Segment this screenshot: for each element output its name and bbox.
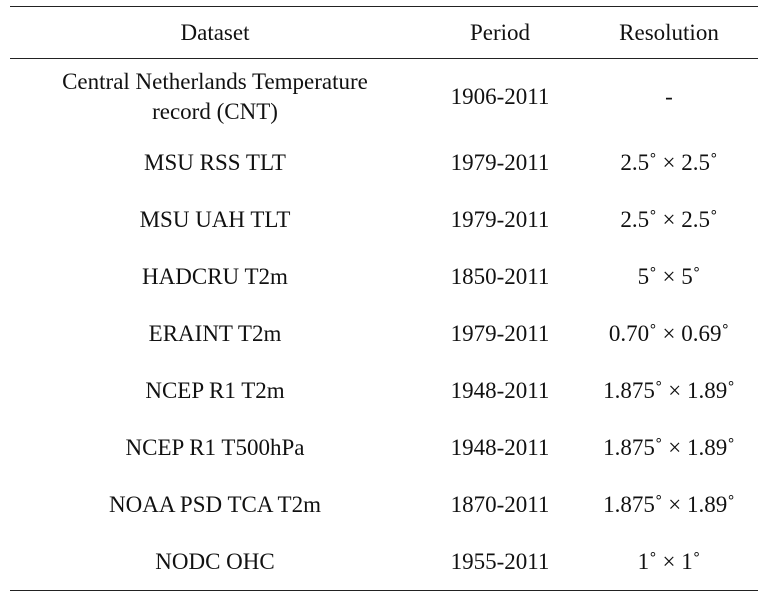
cell-period: 1955-2011 xyxy=(450,548,550,574)
table-row: NODC OHC 1955-2011 1˚ × 1˚ xyxy=(10,534,758,591)
cell-resolution: 1.875˚ × 1.89˚ xyxy=(603,435,735,460)
dataset-table: Dataset Period Resolution Central Nether… xyxy=(10,6,758,591)
table-row: NCEP R1 T2m 1948-2011 1.875˚ × 1.89˚ xyxy=(10,363,758,420)
cell-dataset-line2: record (CNT) xyxy=(152,98,278,124)
cell-period: 1870-2011 xyxy=(450,492,550,517)
cell-resolution: 2.5˚ × 2.5˚ xyxy=(620,150,718,175)
cell-resolution: 2.5˚ × 2.5˚ xyxy=(620,207,718,232)
table-row: NOAA PSD TCA T2m 1870-2011 1.875˚ × 1.89… xyxy=(10,477,758,534)
table-row: NCEP R1 T500hPa 1948-2011 1.875˚ × 1.89˚ xyxy=(10,420,758,477)
cell-dataset: NCEP R1 T500hPa xyxy=(125,435,305,460)
table-row: ERAINT T2m 1979-2011 0.70˚ × 0.69˚ xyxy=(10,306,758,363)
cell-dataset: NCEP R1 T2m xyxy=(145,378,285,403)
cell-period: 1948-2011 xyxy=(450,435,550,460)
header-dataset: Dataset xyxy=(180,19,250,45)
cell-period: 1906-2011 xyxy=(450,83,550,109)
cell-period: 1850-2011 xyxy=(450,264,550,289)
cell-period: 1948-2011 xyxy=(450,378,550,403)
table-body: Central Netherlands Temperature record (… xyxy=(10,59,758,591)
cell-period: 1979-2011 xyxy=(450,207,550,232)
table-header: Dataset Period Resolution xyxy=(10,6,758,59)
table-row: HADCRU T2m 1850-2011 5˚ × 5˚ xyxy=(10,249,758,306)
cell-dataset: NODC OHC xyxy=(155,548,275,574)
cell-resolution: 1.875˚ × 1.89˚ xyxy=(603,378,735,403)
header-period: Period xyxy=(469,19,531,45)
cell-resolution: 1˚ × 1˚ xyxy=(637,548,701,574)
header-row: Dataset Period Resolution xyxy=(10,6,758,59)
cell-resolution: - xyxy=(665,83,673,109)
cell-dataset: HADCRU T2m xyxy=(142,264,288,289)
table-row: MSU UAH TLT 1979-2011 2.5˚ × 2.5˚ xyxy=(10,192,758,249)
table-row: Central Netherlands Temperature record (… xyxy=(10,59,758,135)
cell-dataset-line1: Central Netherlands Temperature xyxy=(62,68,368,94)
header-resolution: Resolution xyxy=(619,19,719,45)
cell-dataset: MSU UAH TLT xyxy=(139,207,291,232)
cell-dataset: ERAINT T2m xyxy=(148,321,282,346)
table-row: MSU RSS TLT 1979-2011 2.5˚ × 2.5˚ xyxy=(10,135,758,192)
cell-period: 1979-2011 xyxy=(450,321,550,346)
cell-resolution: 5˚ × 5˚ xyxy=(637,264,701,289)
cell-resolution: 1.875˚ × 1.89˚ xyxy=(603,492,735,517)
cell-resolution: 0.70˚ × 0.69˚ xyxy=(608,321,730,346)
cell-dataset: MSU RSS TLT xyxy=(144,150,286,175)
cell-dataset: NOAA PSD TCA T2m xyxy=(109,492,321,517)
cell-dataset: Central Netherlands Temperature record (… xyxy=(10,59,420,135)
cell-period: 1979-2011 xyxy=(450,150,550,175)
